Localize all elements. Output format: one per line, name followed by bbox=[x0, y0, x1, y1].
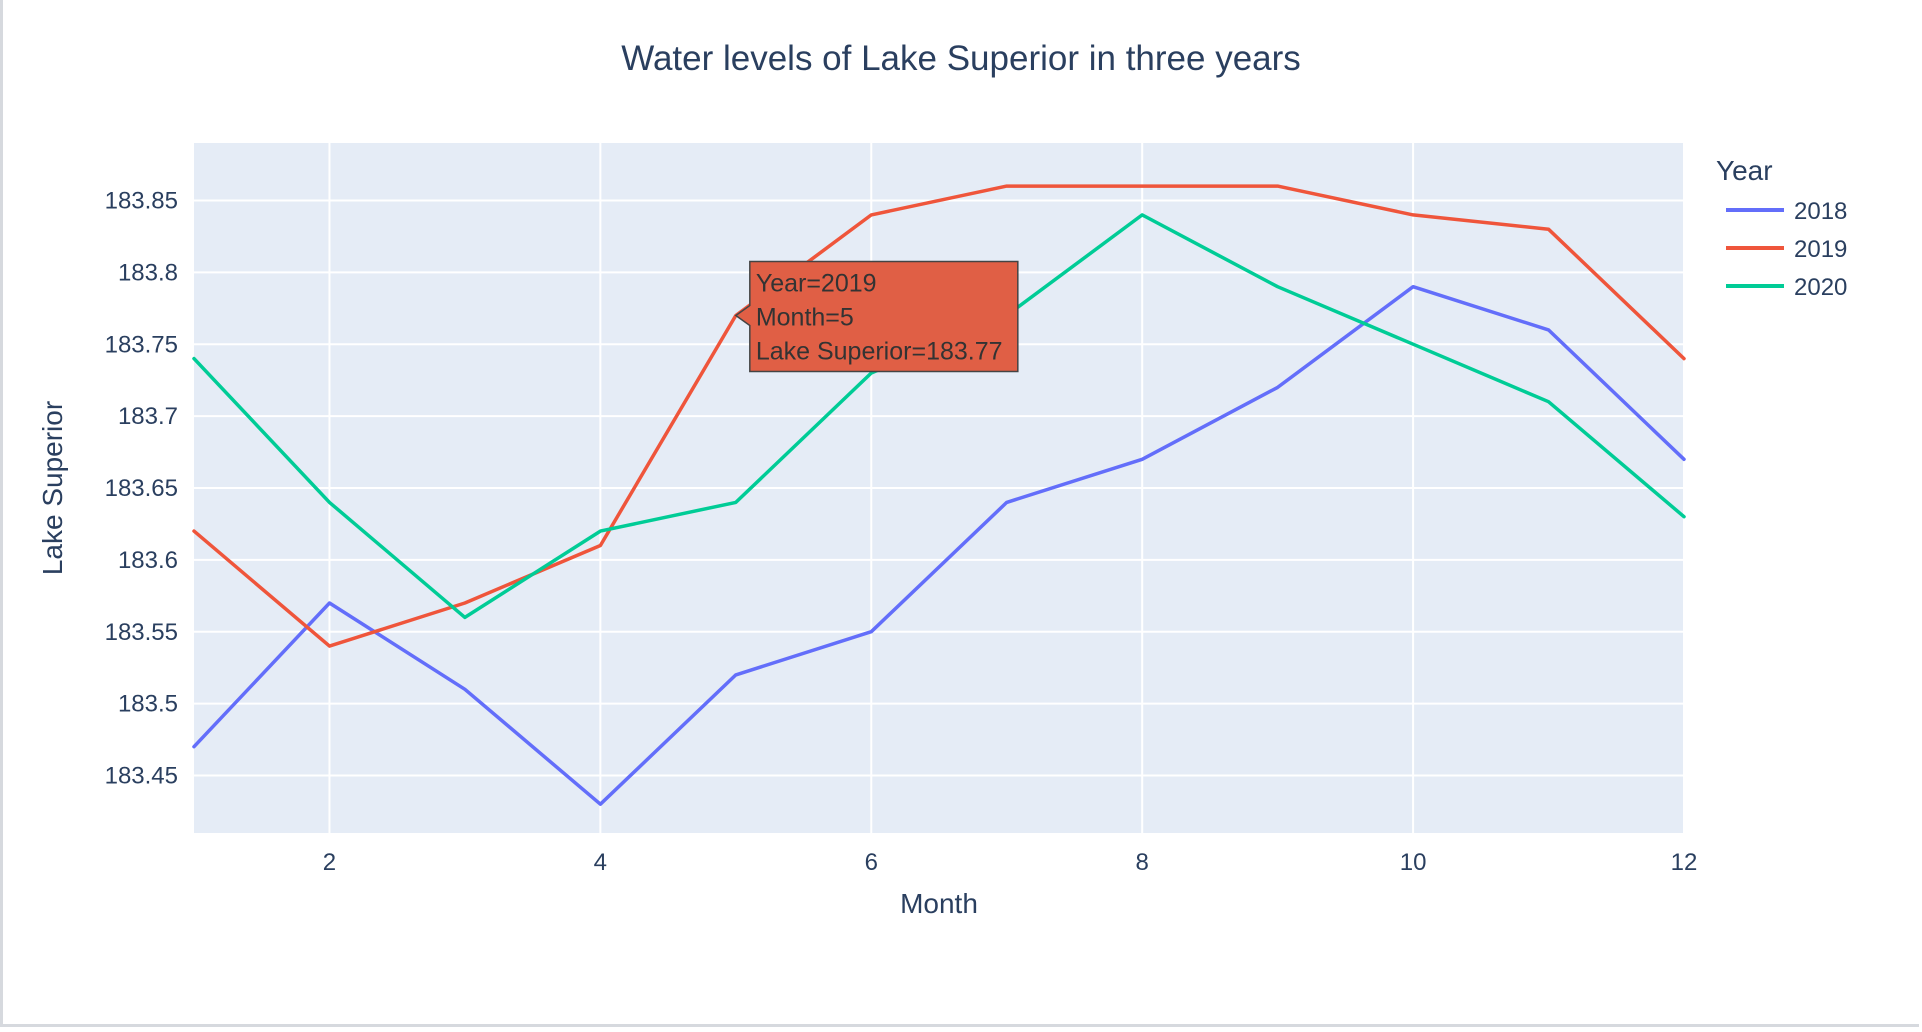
y-tick-label: 183.55 bbox=[105, 619, 178, 646]
y-tick-label: 183.6 bbox=[118, 547, 178, 574]
legend-label: 2018 bbox=[1794, 198, 1847, 225]
y-axis-label: Lake Superior bbox=[37, 401, 68, 575]
x-tick-label: 4 bbox=[594, 849, 607, 876]
x-tick-label: 10 bbox=[1400, 849, 1427, 876]
series-line-2018[interactable] bbox=[192, 284, 1686, 806]
y-tick-label: 183.8 bbox=[118, 259, 178, 286]
hover-tooltip: Year=2019 Month=5 Lake Superior=183.77 bbox=[734, 260, 1019, 373]
legend-label: 2019 bbox=[1794, 236, 1847, 263]
legend-title: Year bbox=[1716, 155, 1773, 186]
series-line-2019[interactable] bbox=[192, 184, 1686, 648]
y-tick-label: 183.5 bbox=[118, 691, 178, 718]
tooltip-box bbox=[734, 260, 1019, 373]
y-tick-labels: 183.45 183.5 183.55 183.6 183.65 183.7 183.75 1… bbox=[105, 188, 178, 790]
x-tick-label: 8 bbox=[1136, 849, 1149, 876]
y-tick-label: 183.7 bbox=[118, 403, 178, 430]
y-tick-label: 183.65 bbox=[105, 475, 178, 502]
tooltip-line: Lake Superior=183.77 bbox=[756, 338, 1003, 366]
legend-item-2018[interactable]: 2018 bbox=[1726, 198, 1847, 225]
x-tick-label: 2 bbox=[323, 849, 336, 876]
y-tick-label: 183.45 bbox=[105, 763, 178, 790]
y-tick-label: 183.85 bbox=[105, 188, 178, 215]
x-axis-label: Month bbox=[900, 888, 978, 919]
y-tick-label: 183.75 bbox=[105, 331, 178, 358]
legend-label: 2020 bbox=[1794, 274, 1847, 301]
tooltip-line: Year=2019 bbox=[756, 270, 877, 298]
tooltip-line: Month=5 bbox=[756, 304, 854, 332]
x-tick-label: 12 bbox=[1671, 849, 1698, 876]
chart-title: Water levels of Lake Superior in three y… bbox=[621, 39, 1301, 78]
x-tick-label: 6 bbox=[865, 849, 878, 876]
x-tick-labels: 2 4 6 8 10 12 bbox=[323, 849, 1698, 876]
legend-item-2019[interactable]: 2019 bbox=[1726, 236, 1847, 263]
legend[interactable]: Year 2018 2019 2020 bbox=[1716, 155, 1847, 301]
legend-item-2020[interactable]: 2020 bbox=[1726, 274, 1847, 301]
